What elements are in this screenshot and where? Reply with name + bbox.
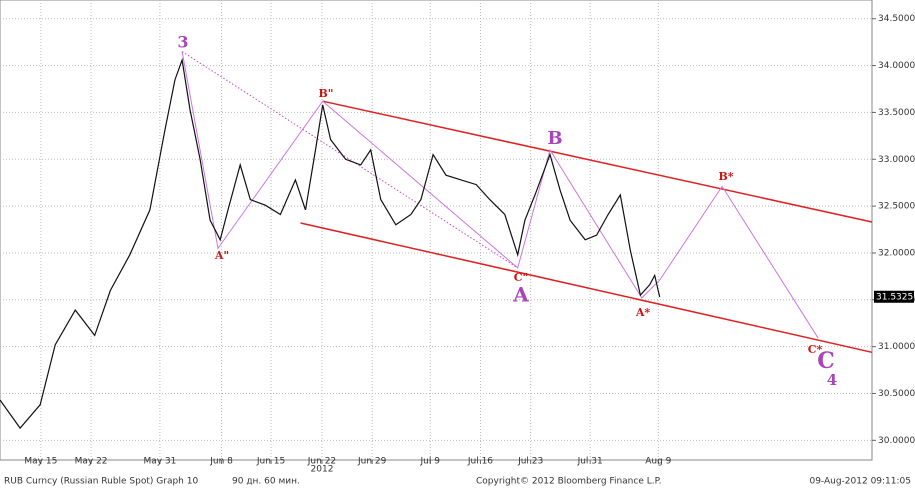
plot-area <box>0 0 873 461</box>
y-tick-label: 30.5000 <box>878 389 915 399</box>
wave-annotation: C <box>817 348 835 374</box>
wave-annotation: C* <box>808 343 823 356</box>
wave-line <box>181 51 819 339</box>
y-tick-label: 31.0000 <box>878 342 915 352</box>
wave-annotation: B" <box>318 87 333 100</box>
wave-annotation: A <box>512 283 529 307</box>
wave-annotation: A" <box>214 249 229 262</box>
x-tick-label: May 15 <box>24 457 57 467</box>
wave-annotation: 4 <box>827 371 837 389</box>
wave-annotation: 3 <box>177 33 188 52</box>
x-tick-label: Jun 29 <box>357 457 387 467</box>
x-tick-label: Jun 15 <box>256 457 285 467</box>
y-tick-label: 32.0000 <box>878 248 915 258</box>
channel-line <box>300 222 873 354</box>
x-tick-label: Jun 8 <box>209 457 233 467</box>
wave-annotation: B* <box>718 170 733 183</box>
price-line <box>0 57 661 430</box>
wave-annotation: C" <box>514 271 529 284</box>
copyright: Copyright© 2012 Bloomberg Finance L.P. <box>476 477 661 487</box>
x-tick-label: Jul 16 <box>467 457 493 467</box>
last-price-label: 31.5325 <box>876 292 913 302</box>
y-tick-label: 34.5000 <box>878 14 915 24</box>
subtitle: 90 дн. 60 мин. <box>232 477 300 487</box>
wave-annotation: B <box>547 128 562 149</box>
wave-line <box>181 51 518 269</box>
y-tick-label: 34.0000 <box>878 61 915 71</box>
y-tick-label: 33.0000 <box>878 155 915 165</box>
y-tick-label: 32.5000 <box>878 202 915 212</box>
year-label: 2012 <box>311 465 334 475</box>
x-tick-label: May 31 <box>143 457 176 467</box>
timestamp: 09-Aug-2012 09:11:05 <box>809 477 911 487</box>
chart-title: RUB Curncy (Russian Ruble Spot) Graph 10 <box>4 477 198 487</box>
x-tick-label: Jun 22 <box>307 457 336 467</box>
x-tick-label: May 22 <box>75 457 108 467</box>
x-tick-label: Jul 9 <box>420 457 441 467</box>
channel-line <box>322 100 873 223</box>
x-tick-label: Jul 23 <box>517 457 543 467</box>
x-tick-label: Jul 31 <box>577 457 603 467</box>
y-tick-label: 30.0000 <box>878 436 915 446</box>
y-tick-label: 33.5000 <box>878 108 915 118</box>
last-price-box <box>874 290 914 303</box>
wave-annotation: A* <box>635 306 651 319</box>
x-tick-label: Aug 9 <box>645 457 671 467</box>
